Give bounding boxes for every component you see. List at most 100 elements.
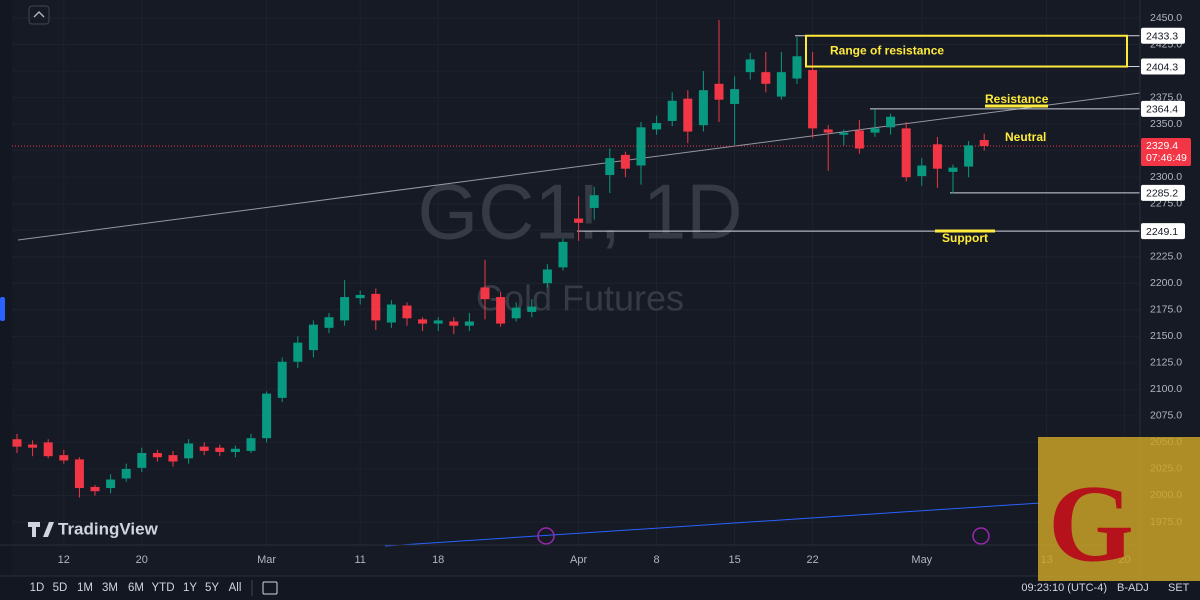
y-tick-label: 2125.0 xyxy=(1150,357,1182,369)
candle-body xyxy=(152,453,162,458)
candle-body xyxy=(511,307,521,319)
x-tick-label: 22 xyxy=(806,554,818,566)
candle-body xyxy=(776,72,786,97)
trend-line-lower xyxy=(384,502,1041,547)
timeframe-button[interactable]: YTD xyxy=(152,582,175,594)
resistance-range xyxy=(805,34,1128,68)
level-tag xyxy=(1141,27,1185,44)
y-tick-label: 2300.0 xyxy=(1150,171,1182,183)
candle-body xyxy=(28,444,38,448)
candle-body xyxy=(90,486,100,492)
grid xyxy=(0,0,1140,545)
level-tag-label: 2285.2 xyxy=(1146,188,1178,200)
last-price-tag xyxy=(1141,137,1191,166)
candle-body xyxy=(854,130,864,149)
candle-body xyxy=(886,116,896,128)
timeframe-button[interactable]: 5Y xyxy=(205,582,219,594)
collapse-button[interactable] xyxy=(28,5,50,25)
y-tick-label: 2450.0 xyxy=(1150,12,1182,24)
candle-body xyxy=(386,304,396,323)
candle-body xyxy=(932,144,942,169)
candle-body xyxy=(714,83,724,100)
candle-body xyxy=(74,459,84,489)
x-tick-label: Mar xyxy=(257,554,276,566)
event-icon[interactable] xyxy=(537,527,555,545)
candle-body xyxy=(574,218,584,223)
y-tick-label: 2075.0 xyxy=(1150,410,1182,422)
candle-body xyxy=(293,342,303,362)
event-icon[interactable] xyxy=(972,527,990,545)
annotation: Support xyxy=(942,231,988,245)
timeframe-button[interactable]: 3M xyxy=(102,582,118,594)
adjust-button[interactable]: B-ADJ xyxy=(1117,582,1149,594)
candle-body xyxy=(730,89,740,104)
candle-body xyxy=(371,293,381,321)
candle-body xyxy=(823,129,833,133)
candle-body xyxy=(449,321,459,326)
candle-body xyxy=(542,269,552,284)
candle-body xyxy=(308,324,318,351)
level-tag-label: 2249.1 xyxy=(1146,226,1178,238)
candle-body xyxy=(839,132,849,135)
level-tag-label: 2433.3 xyxy=(1146,31,1178,43)
watermark-name: Gold Futures xyxy=(476,278,684,319)
x-tick-label: 12 xyxy=(58,554,70,566)
candle-body xyxy=(917,165,927,177)
timeframe-button[interactable]: 5D xyxy=(53,582,68,594)
candle-body xyxy=(496,297,506,324)
level-tag xyxy=(1141,58,1185,75)
timeframe-button[interactable]: 1M xyxy=(77,582,93,594)
tv-logo-icon xyxy=(28,522,54,537)
candle-body xyxy=(277,361,287,398)
x-tick-label: 15 xyxy=(728,554,740,566)
timeframes: 1D 5D 1M 3M 6M YTD 1Y 5Y All xyxy=(30,582,242,594)
toolbar-active xyxy=(0,297,5,321)
brand-logo-box xyxy=(1038,437,1200,581)
x-tick-label: Apr xyxy=(570,554,587,566)
candle-body xyxy=(168,455,178,462)
candle-body xyxy=(230,448,240,452)
overlay: Range of resistance Resistance Neutral Supp… xyxy=(805,34,1128,245)
candle-body xyxy=(12,439,22,447)
candle-body xyxy=(683,98,693,132)
candle-body xyxy=(324,317,334,328)
candle-body xyxy=(199,446,209,451)
candle-body xyxy=(262,393,272,439)
calendar-icon[interactable] xyxy=(262,581,278,595)
level-tag xyxy=(1141,184,1185,201)
clock: 09:23:10 (UTC-4) xyxy=(1021,582,1107,594)
level-tag-label: 2404.3 xyxy=(1146,61,1178,73)
candle-body xyxy=(620,154,630,169)
timeframe-button[interactable]: 1Y xyxy=(183,582,197,594)
x-tick-label: 20 xyxy=(136,554,148,566)
candle-body xyxy=(589,195,599,208)
bottom-toolbar xyxy=(0,576,1200,600)
candle-body xyxy=(761,72,771,84)
candle-body xyxy=(636,127,646,166)
level-tag-label: 2364.4 xyxy=(1146,104,1178,116)
y-tick-label: 2200.0 xyxy=(1150,277,1182,289)
level-tag xyxy=(1141,223,1185,240)
candle-body xyxy=(59,455,69,461)
annotation: Range of resistance xyxy=(830,43,944,57)
timeframe-button[interactable]: 1D xyxy=(30,582,45,594)
candle-body xyxy=(246,438,256,451)
candle-body xyxy=(901,128,911,178)
candle-body xyxy=(558,241,568,268)
candle-body xyxy=(745,59,755,73)
candles xyxy=(12,20,989,498)
candle-body xyxy=(402,305,412,319)
x-tick-label: 8 xyxy=(654,554,660,566)
timeframe-button[interactable]: All xyxy=(229,582,242,594)
candle-body xyxy=(948,167,958,172)
settings-button[interactable]: SET xyxy=(1168,582,1190,594)
y-tick-label: 2150.0 xyxy=(1150,330,1182,342)
candle-body xyxy=(964,145,974,167)
candle-body xyxy=(106,479,116,489)
annotation: Resistance xyxy=(985,92,1049,106)
left-toolbar xyxy=(0,0,12,575)
timeframe-button[interactable]: 6M xyxy=(128,582,144,594)
candle-body xyxy=(979,140,989,146)
countdown: 07:46:49 xyxy=(1146,152,1187,164)
